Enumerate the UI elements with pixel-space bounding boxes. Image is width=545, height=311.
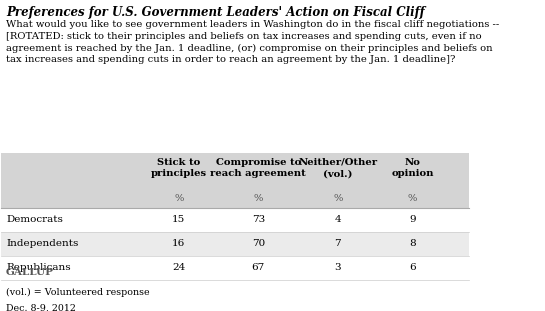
Text: 15: 15 [172,215,185,224]
Text: Independents: Independents [6,239,78,248]
Text: (vol.) = Volunteered response: (vol.) = Volunteered response [6,288,150,297]
Text: No
opinion: No opinion [391,158,434,178]
Text: 24: 24 [172,263,185,272]
Text: 7: 7 [335,239,341,248]
Text: Dec. 8-9, 2012: Dec. 8-9, 2012 [6,304,76,311]
Text: 70: 70 [252,239,265,248]
Text: What would you like to see government leaders in Washington do in the fiscal cli: What would you like to see government le… [6,20,499,64]
Text: 6: 6 [409,263,416,272]
Text: Stick to
principles: Stick to principles [151,158,207,178]
Text: Compromise to
reach agreement: Compromise to reach agreement [210,158,306,178]
Text: 3: 3 [335,263,341,272]
Text: Republicans: Republicans [6,263,71,272]
Text: Neither/Other
(vol.): Neither/Other (vol.) [298,158,377,178]
Text: 4: 4 [335,215,341,224]
Text: Democrats: Democrats [6,215,63,224]
Text: %: % [408,194,417,203]
Text: %: % [174,194,184,203]
Text: 9: 9 [409,215,416,224]
Text: 73: 73 [252,215,265,224]
Text: 8: 8 [409,239,416,248]
FancyBboxPatch shape [2,232,469,256]
Text: %: % [253,194,263,203]
FancyBboxPatch shape [2,189,469,207]
Text: %: % [333,194,342,203]
Text: 16: 16 [172,239,185,248]
Text: Preferences for U.S. Government Leaders' Action on Fiscal Cliff: Preferences for U.S. Government Leaders'… [6,6,425,19]
Text: 67: 67 [252,263,265,272]
FancyBboxPatch shape [2,152,469,189]
Text: GALLUP: GALLUP [6,268,54,277]
